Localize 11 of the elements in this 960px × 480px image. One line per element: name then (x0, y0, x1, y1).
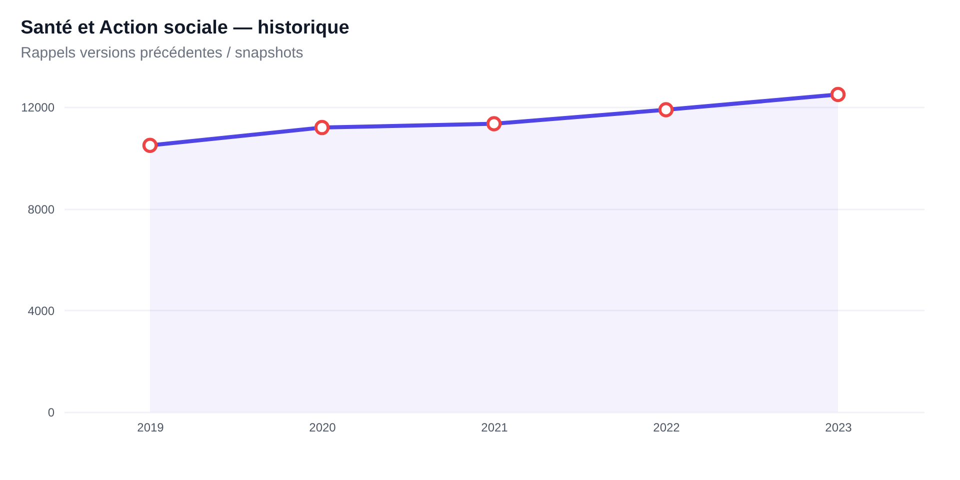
y-tick-label: 12000 (21, 100, 55, 115)
x-tick-label: 2022 (653, 420, 680, 434)
y-tick-label: 0 (48, 406, 55, 420)
x-tick-label: 2023 (825, 420, 852, 434)
y-tick-label: 8000 (28, 202, 55, 216)
chart-title: Santé et Action sociale — historique (20, 17, 350, 38)
y-tick-label: 4000 (28, 304, 55, 318)
x-tick-label: 2020 (309, 420, 336, 434)
x-tick-label: 2021 (481, 420, 508, 434)
x-tick-label: 2019 (137, 420, 164, 434)
chart-subtitle: Rappels versions précédentes / snapshots (20, 44, 304, 62)
